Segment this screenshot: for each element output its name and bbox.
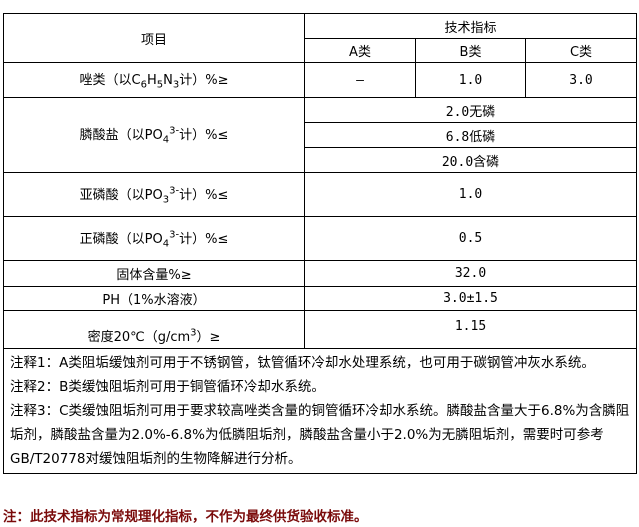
solids-label: 固体含量%≥ [3,260,305,287]
phosphonate-value: 20.0含磷 [304,147,637,173]
table-row: 亚磷酸（以PO33-计）%≤ 1.0 [3,172,637,217]
azole-a: — [304,62,416,98]
note-3: 注释3：C类缓蚀阻垢剂可用于要求较高唑类含量的铜管循环冷却水系统。膦酸盐含量大于… [10,403,630,467]
table-row: 正磷酸（以PO43-计）%≤ 0.5 [3,216,637,261]
phosphonate-label: 膦酸盐（以PO43-计）%≤ [3,97,305,173]
spec-table: 项目 技术指标 A类 B类 C类 唑类（以C6H5N3计）%≥ — 1.0 3.0 膦… [3,13,637,474]
table-row: 膦酸盐（以PO43-计）%≤ 2.0无磷 [3,97,637,173]
notes-cell: 注释1：A类阻垢缓蚀剂可用于不锈钢管，钛管循环冷却水处理系统，也可用于碳钢管冲灰… [3,348,637,474]
table-row: 密度20℃（g/cm3）≥ 1.15 [3,310,637,349]
azole-c: 3.0 [525,62,637,98]
footer-note: 注：此技术指标为常规理化指标，不作为最终供货验收标准。 [3,509,368,525]
header-a: A类 [304,38,416,63]
orthophosphate-value: 0.5 [304,216,637,261]
ph-value: 3.0±1.5 [304,286,637,311]
solids-value: 32.0 [304,260,637,287]
header-tech: 技术指标 [304,13,637,39]
density-value: 1.15 [304,310,637,349]
azole-b: 1.0 [415,62,526,98]
table-row: 唑类（以C6H5N3计）%≥ — 1.0 3.0 [3,62,637,98]
phosphorous-value: 1.0 [304,172,637,217]
ph-label: PH（1%水溶液） [3,286,305,311]
table-row: 固体含量%≥ 32.0 [3,260,637,287]
table-row: PH（1%水溶液） 3.0±1.5 [3,286,637,311]
note-1: 注释1：A类阻垢缓蚀剂可用于不锈钢管，钛管循环冷却水处理系统，也可用于碳钢管冲灰… [10,355,595,371]
header-c: C类 [525,38,637,63]
header-b: B类 [415,38,526,63]
phosphonate-value: 6.8低磷 [304,122,637,148]
density-label: 密度20℃（g/cm3）≥ [3,310,305,349]
note-2: 注释2：B类缓蚀阻垢剂可用于铜管循环冷却水系统。 [10,379,325,395]
phosphorous-label: 亚磷酸（以PO33-计）%≤ [3,172,305,217]
orthophosphate-label: 正磷酸（以PO43-计）%≤ [3,216,305,261]
phosphonate-value: 2.0无磷 [304,97,637,123]
header-item: 项目 [3,13,305,63]
azole-label: 唑类（以C6H5N3计）%≥ [3,62,305,98]
